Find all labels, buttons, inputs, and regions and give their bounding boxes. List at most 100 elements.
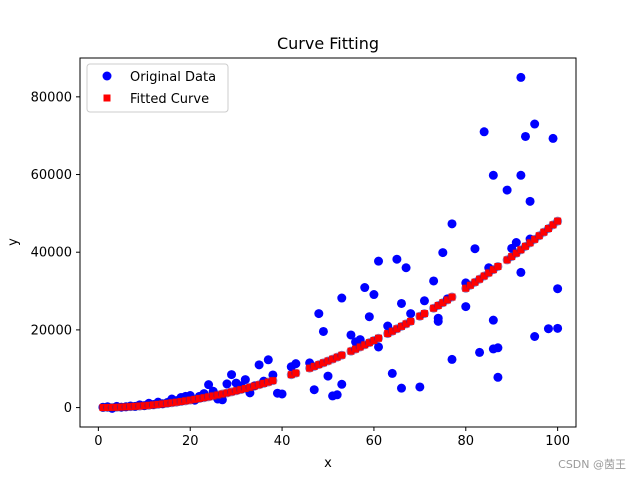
fitted-curve-point: [136, 402, 144, 410]
fitted-curve-point: [526, 239, 534, 247]
fitted-curve-point: [264, 378, 272, 386]
original-data-point: [433, 313, 443, 323]
original-data-point: [520, 131, 530, 141]
fitted-curve-point: [209, 392, 217, 400]
fitted-curve-point: [159, 400, 167, 408]
original-data-point: [337, 379, 347, 389]
fitted-curve-point: [338, 351, 346, 359]
fitted-curve-point: [508, 253, 516, 261]
fitted-curve-point: [287, 371, 295, 379]
fitted-curve-point: [485, 269, 493, 277]
original-data-point: [530, 331, 540, 341]
fitted-curve-point: [186, 396, 194, 404]
fitted-curve-point: [241, 384, 249, 392]
fitted-curve-point: [113, 403, 121, 411]
fitted-curve-point: [182, 397, 190, 405]
original-data-point: [516, 267, 526, 277]
fitted-curve-point: [269, 377, 277, 385]
fitted-curve-point: [140, 402, 148, 410]
original-data-point: [240, 375, 250, 385]
original-data-point: [291, 359, 301, 369]
y-tick-label: 0: [64, 401, 72, 416]
legend: Original Data Fitted Curve: [86, 63, 229, 113]
fitted-curve-point: [361, 341, 369, 349]
fitted-curve-point: [388, 327, 396, 335]
original-data-point: [254, 360, 264, 370]
chart-title: Curve Fitting: [277, 34, 379, 53]
fitted-curve-point: [420, 310, 428, 318]
fitted-curve-point: [549, 221, 557, 229]
legend-marker-original-data: [102, 71, 112, 81]
original-data-point: [314, 309, 324, 319]
original-data-point: [548, 133, 558, 143]
watermark: CSDN @茵王: [558, 458, 626, 471]
original-data-point: [222, 379, 232, 389]
fitted-curve-point: [163, 399, 171, 407]
original-data-point: [553, 284, 563, 294]
fitted-curve-point: [127, 403, 135, 411]
fitted-curve-point: [489, 266, 497, 274]
fitted-curve-point: [168, 399, 176, 407]
fitted-curve-point: [306, 364, 314, 372]
original-data-point: [530, 119, 540, 129]
x-tick-label: 80: [458, 434, 475, 449]
original-data-point: [438, 248, 448, 258]
x-tick-label: 20: [182, 434, 199, 449]
fitted-curve-point: [347, 347, 355, 355]
x-axis-ticks: 0 20 40 60 80 100: [94, 427, 570, 449]
original-data-point: [332, 390, 342, 400]
original-data-point: [401, 263, 411, 273]
fitted-curve-point: [255, 381, 263, 389]
original-data-point: [470, 244, 480, 254]
y-tick-label: 20000: [31, 323, 72, 338]
original-data-point: [461, 302, 471, 312]
fitted-curve-point: [205, 393, 213, 401]
original-data-point: [204, 380, 214, 390]
x-tick-label: 40: [274, 434, 291, 449]
fitted-curve-point: [370, 336, 378, 344]
fitted-curve-point: [228, 388, 236, 396]
fitted-curve-point: [480, 272, 488, 280]
legend-box: [86, 63, 229, 113]
x-axis-label: x: [324, 456, 332, 471]
original-data-point: [277, 389, 287, 399]
fitted-curve-point: [503, 256, 511, 264]
original-data-point: [516, 72, 526, 82]
fitted-curve-point: [145, 401, 153, 409]
original-data-point: [396, 383, 406, 393]
original-data-point: [406, 309, 416, 319]
fitted-curve-point: [471, 278, 479, 286]
original-data-point: [511, 238, 521, 247]
fitted-curve-point: [131, 402, 139, 410]
fitted-curve-point: [251, 382, 259, 390]
fitted-curve-point: [177, 398, 185, 406]
fitted-curve-point: [149, 401, 157, 409]
original-data-point: [263, 355, 273, 365]
original-data-point: [360, 283, 370, 293]
fitted-curve-point: [237, 386, 245, 394]
original-data-point: [488, 170, 498, 180]
fitted-curve-point: [324, 357, 332, 365]
original-data-point: [415, 382, 425, 392]
x-tick-label: 0: [94, 434, 102, 449]
y-tick-label: 80000: [31, 90, 72, 105]
fitted-curve-point: [402, 320, 410, 328]
legend-label-original-data: Original Data: [130, 70, 216, 85]
fitted-curve-point: [554, 217, 562, 225]
fitted-curve-point: [384, 330, 392, 338]
fitted-curve-point: [195, 395, 203, 403]
fitted-curve-point: [443, 296, 451, 304]
fitted-curve-point: [434, 301, 442, 309]
legend-label-fitted-curve: Fitted Curve: [130, 92, 209, 107]
original-data-point: [396, 298, 406, 308]
fitted-curve-point: [407, 317, 415, 325]
y-tick-label: 60000: [31, 168, 72, 183]
fitted-curve-point: [397, 322, 405, 330]
y-axis-ticks: 0 20000 40000 60000 80000: [31, 90, 80, 416]
fitted-curve-point: [310, 362, 318, 370]
original-data-point: [488, 315, 498, 325]
fitted-curve-point: [540, 228, 548, 236]
original-data-point: [364, 312, 374, 322]
y-tick-label: 40000: [31, 246, 72, 261]
